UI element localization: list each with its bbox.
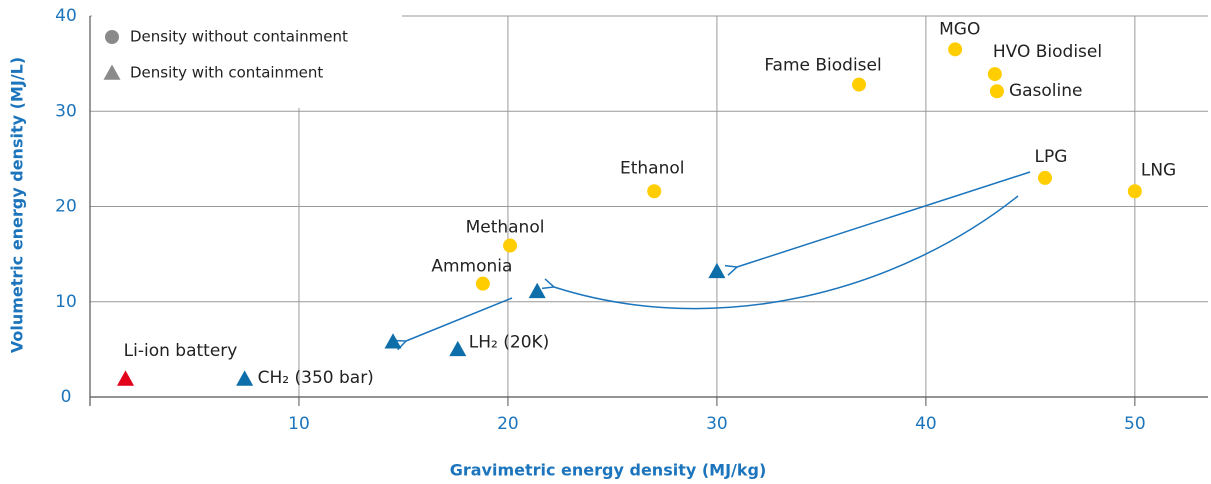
marks: MGO HVO Biodisel Gasoline Fame Biodisel Etha… (103, 19, 1176, 388)
point (503, 238, 518, 253)
point (528, 282, 546, 299)
x-tick-label: 40 (915, 414, 937, 434)
point (1127, 184, 1142, 199)
y-axis-label: Volumetric energy density (MJ/L) (8, 57, 27, 353)
point-label: LH₂ (20K) (469, 332, 550, 352)
y-tick-label: 20 (55, 197, 77, 217)
x-axis-label: Gravimetric energy density (MJ/kg) (450, 461, 767, 480)
point (236, 370, 254, 386)
point (987, 67, 1002, 82)
legend-label: Density without containment (130, 28, 348, 46)
point-label: LPG (1035, 147, 1068, 167)
point-label: LNG (1141, 160, 1176, 180)
arrow (393, 297, 513, 351)
point (384, 333, 402, 349)
point (475, 276, 490, 291)
y-tick-label: 0 (61, 387, 72, 407)
arrow (541, 195, 1019, 310)
legend-marker (105, 30, 119, 44)
point (948, 42, 963, 57)
point-label: Gasoline (1009, 81, 1083, 101)
x-tick-label: 30 (706, 414, 728, 434)
arrow (724, 171, 1031, 276)
point-label: MGO (939, 19, 980, 39)
grid (90, 15, 1208, 397)
point (989, 84, 1004, 99)
axes: 10 20 30 40 50 0 10 20 30 40 (55, 6, 1208, 434)
point (852, 77, 867, 92)
legend-label: Density with containment (130, 64, 323, 82)
legend-marker (103, 64, 121, 80)
point-label: Ammonia (431, 257, 512, 277)
point (117, 370, 135, 386)
y-tick-label: 40 (55, 6, 77, 26)
point (647, 184, 662, 199)
point (708, 262, 726, 279)
point-label: Ethanol (620, 158, 685, 178)
x-tick-label: 50 (1124, 414, 1146, 434)
point-label: Li-ion battery (124, 341, 238, 361)
x-tick-label: 10 (288, 414, 310, 434)
point (1038, 170, 1053, 185)
point-label: Methanol (466, 218, 545, 238)
legend-background (92, 12, 402, 108)
y-tick-label: 10 (55, 292, 77, 312)
x-tick-label: 20 (497, 414, 519, 434)
point-label: Fame Biodisel (764, 56, 881, 76)
point (449, 340, 467, 357)
point-label: CH₂ (350 bar) (258, 368, 374, 388)
point-label: HVO Biodisel (993, 42, 1102, 62)
y-tick-label: 30 (55, 101, 77, 121)
